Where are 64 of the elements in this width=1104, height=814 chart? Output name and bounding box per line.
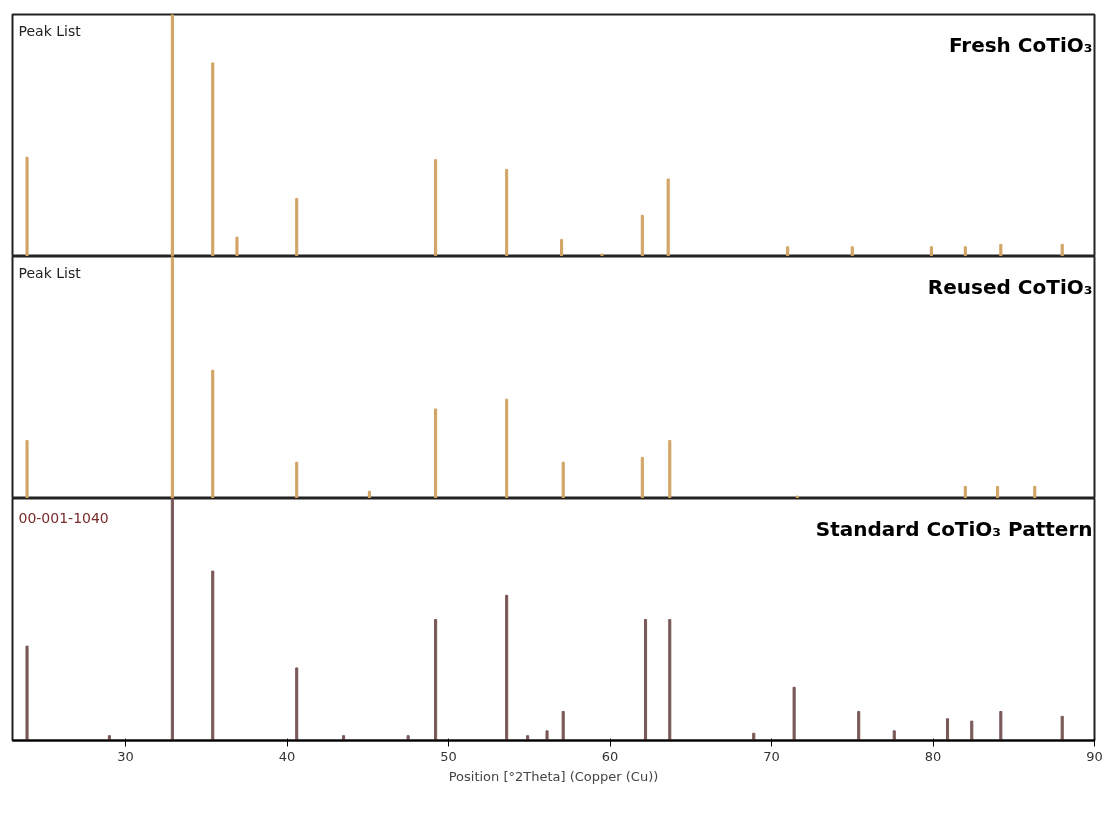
bar [235, 236, 239, 256]
bar [668, 439, 672, 498]
bar [107, 735, 111, 741]
x-tick-label: 40 [278, 748, 296, 764]
bar [406, 735, 410, 741]
bar [545, 730, 549, 741]
bar [857, 710, 861, 741]
bar [526, 735, 530, 741]
bar [25, 156, 29, 256]
text: Standard CoTiO₃ Pattern [815, 516, 1093, 541]
bar [505, 594, 509, 741]
text: Fresh CoTiO₃ [948, 32, 1093, 57]
bar [25, 439, 29, 498]
bar [795, 495, 799, 498]
bar [640, 456, 644, 498]
x-tick-label: 90 [1086, 748, 1103, 764]
x-tick-label: 60 [601, 748, 619, 764]
annotation: Peak List [18, 22, 82, 39]
x-tick-label: 30 [117, 748, 134, 764]
text: Reused CoTiO₃ [927, 274, 1093, 299]
bar [295, 461, 299, 498]
bar [945, 718, 950, 741]
bar [434, 408, 438, 498]
bar [666, 178, 670, 256]
bar [1033, 485, 1037, 498]
annotation: 00-001-1040 [18, 509, 109, 526]
bar [850, 246, 854, 256]
bar [644, 619, 648, 741]
bar [434, 159, 438, 256]
bar [211, 369, 215, 498]
bar [999, 243, 1003, 256]
bar [505, 168, 509, 256]
bar [668, 619, 672, 741]
bar [561, 461, 565, 498]
bar [505, 398, 509, 498]
bar [792, 686, 796, 741]
bar [892, 730, 896, 741]
bar [295, 197, 299, 256]
bar [963, 485, 967, 498]
bar [211, 62, 215, 256]
bar [996, 485, 1000, 498]
x-tick-label: 50 [440, 748, 457, 764]
bar [367, 490, 371, 498]
bar [970, 720, 974, 741]
bar [211, 570, 215, 741]
x-axis-title: Position [°2Theta] (Copper (Cu)) [448, 768, 659, 784]
bar [295, 667, 299, 741]
x-tick-label: 70 [763, 748, 780, 764]
bar [786, 246, 790, 256]
bar [1060, 243, 1064, 256]
bar [25, 645, 29, 741]
bar [929, 246, 933, 256]
bar [560, 239, 564, 256]
annotation: Peak List [18, 264, 82, 281]
bar [1060, 715, 1064, 741]
bar [999, 710, 1003, 741]
bar [752, 732, 756, 741]
bar [600, 253, 604, 256]
bar [434, 619, 438, 741]
bar [963, 246, 967, 256]
bar [342, 735, 346, 741]
bar [561, 710, 565, 741]
x-tick-label: 80 [924, 748, 942, 764]
bar [640, 214, 644, 256]
